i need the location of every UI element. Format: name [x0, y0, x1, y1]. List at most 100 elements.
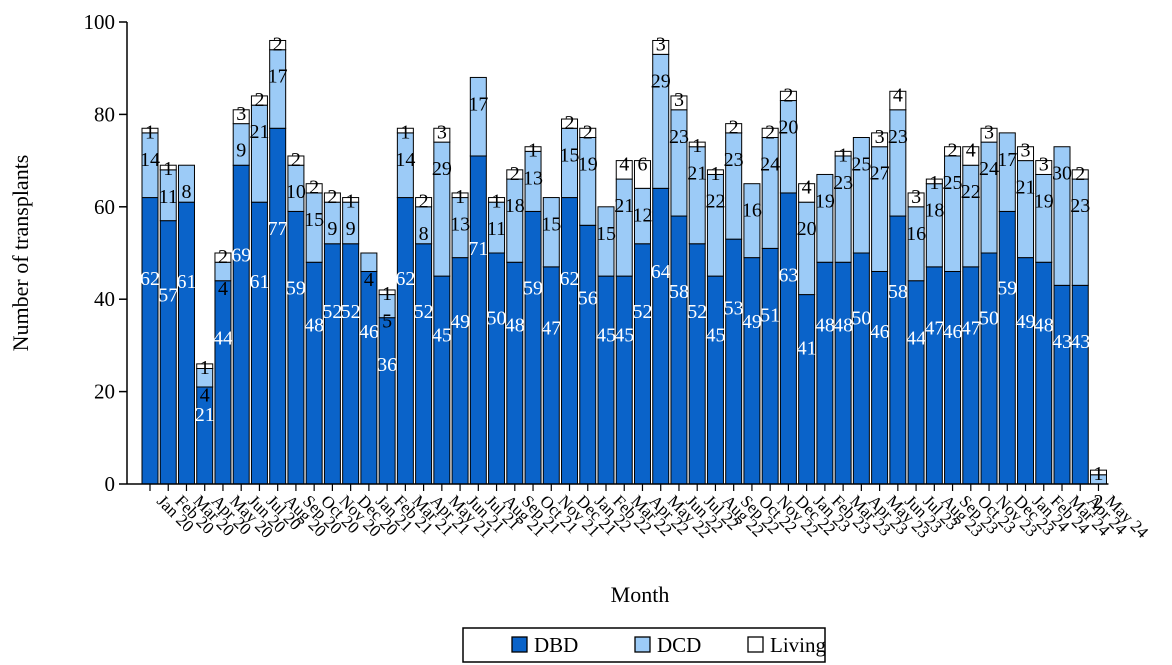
bar-dbd-value-label: 46 — [943, 321, 963, 343]
bar-dbd-value-label: 64 — [651, 261, 671, 283]
bar-dbd-value-label: 47 — [961, 318, 981, 340]
bar-living-value-label: 4 — [619, 154, 629, 176]
legend-label-dbd: DBD — [534, 633, 578, 657]
bar-living-value-label: 2 — [218, 246, 228, 268]
bar-living-value-label: 3 — [1039, 154, 1049, 176]
x-axis-title: Month — [611, 582, 670, 607]
bar-dcd-value-label: 2 — [1093, 491, 1103, 513]
bar-dbd-segment — [889, 215, 907, 485]
bar-dbd-segment — [214, 280, 232, 485]
bar-dcd-segment — [743, 183, 761, 259]
bar-dbd-segment — [1053, 284, 1071, 485]
bar-living-segment — [506, 169, 524, 180]
bar-dcd-value-label: 15 — [304, 209, 324, 231]
bar-dcd-value-label: 24 — [760, 154, 780, 176]
bar-living-segment — [725, 123, 743, 134]
bar-dcd-value-label: 30 — [1052, 163, 1072, 185]
bar-living-value-label: 1 — [346, 191, 356, 213]
bar-dbd-value-label: 61 — [176, 271, 196, 293]
bar-dbd-value-label: 48 — [505, 314, 525, 336]
bar-dbd-segment — [980, 252, 998, 485]
bar-dcd-value-label: 25 — [943, 172, 963, 194]
bar-dcd-value-label: 25 — [851, 154, 871, 176]
bar-dbd-value-label: 49 — [1016, 311, 1036, 333]
bar-dbd-value-label: 58 — [669, 281, 689, 303]
bar-dbd-value-label: 46 — [359, 321, 379, 343]
bar-dbd-value-label: 52 — [322, 301, 342, 323]
bar-dbd-segment — [1017, 257, 1035, 485]
bar-dbd-segment — [396, 197, 414, 485]
bar-dcd-segment — [615, 178, 633, 277]
y-axis: 0 20 40 60 80 100 — [84, 10, 128, 496]
bar-dbd-value-label: 52 — [632, 301, 652, 323]
bar-dcd-segment — [250, 104, 268, 203]
bar-dcd-segment — [852, 137, 870, 254]
bar-dcd-value-label: 4 — [200, 385, 210, 407]
bar-dbd-value-label: 47 — [924, 318, 944, 340]
bar-dcd-value-label: 27 — [870, 163, 890, 185]
bar-living-segment — [378, 289, 396, 296]
bar-dcd-value-label: 18 — [924, 200, 944, 222]
bar-dbd-value-label: 62 — [395, 268, 415, 290]
bar-dbd-segment — [159, 220, 177, 485]
bar-living-segment — [1089, 469, 1107, 476]
bar-dbd-segment — [524, 210, 542, 485]
bar-dbd-value-label: 48 — [815, 314, 835, 336]
bar-dbd-value-label: 49 — [450, 311, 470, 333]
bar-dcd-segment — [1053, 146, 1071, 286]
bar-dcd-segment — [506, 178, 524, 263]
bar-dbd-value-label: 45 — [705, 324, 725, 346]
bar-dcd-segment — [269, 49, 287, 129]
bar-living-segment — [907, 192, 925, 208]
bar-dbd-value-label: 52 — [414, 301, 434, 323]
bar-dcd-value-label: 22 — [961, 181, 981, 203]
bar-dcd-segment — [469, 76, 487, 157]
bar-dcd-value-label: 20 — [778, 117, 798, 139]
bar-living-segment — [396, 127, 414, 134]
bar-living-segment — [287, 155, 305, 166]
bar-dcd-value-label: 13 — [523, 167, 543, 189]
bar-dcd-value-label: 21 — [1016, 177, 1036, 199]
bar-dbd-segment — [360, 270, 378, 485]
bar-living-value-label: 2 — [291, 149, 301, 171]
bar-dbd-value-label: 56 — [578, 288, 598, 310]
bar-dbd-value-label: 47 — [541, 318, 561, 340]
bar-living-value-label: 3 — [984, 121, 994, 143]
bar-living-segment — [250, 95, 268, 106]
bar-living-value-label: 2 — [1075, 163, 1085, 185]
bar-dcd-value-label: 11 — [487, 218, 506, 240]
y-tick-label: 0 — [105, 472, 116, 496]
bar-living-value-label: 3 — [674, 89, 684, 111]
bar-living-segment — [688, 141, 706, 148]
bar-living-segment — [962, 146, 980, 166]
bar-living-segment — [670, 95, 688, 111]
bar-dbd-segment — [469, 155, 487, 485]
bar-living-segment — [944, 146, 962, 157]
bar-dcd-segment — [816, 173, 834, 263]
bar-dcd-segment — [177, 164, 195, 203]
bar-dbd-value-label: 46 — [870, 321, 890, 343]
bar-living-value-label: 1 — [929, 172, 939, 194]
bar-dbd-value-label: 69 — [231, 244, 251, 266]
bar-dcd-value-label: 17 — [268, 66, 288, 88]
bar-living-value-label: 2 — [583, 121, 593, 143]
bar-dcd-value-label: 8 — [181, 181, 191, 203]
bar-dbd-segment — [779, 192, 797, 485]
bar-living-value-label: 2 — [948, 140, 958, 162]
bar-dbd-segment — [962, 266, 980, 485]
bar-living-segment — [141, 127, 159, 134]
bar-living-segment — [779, 90, 797, 102]
bar-dcd-value-label: 5 — [382, 311, 392, 333]
bar-living-value-label: 1 — [1093, 463, 1103, 485]
bar-dcd-segment — [998, 132, 1016, 212]
bar-dbd-segment — [141, 197, 159, 485]
bar-living-value-label: 2 — [510, 163, 520, 185]
bar-dbd-segment — [506, 261, 524, 485]
bar-living-value-label: 3 — [236, 103, 246, 125]
bar-dcd-segment — [542, 197, 560, 268]
bar-living-value-label: 3 — [911, 186, 921, 208]
bar-living-value-label: 2 — [783, 84, 793, 106]
bar-dcd-segment — [779, 100, 797, 194]
